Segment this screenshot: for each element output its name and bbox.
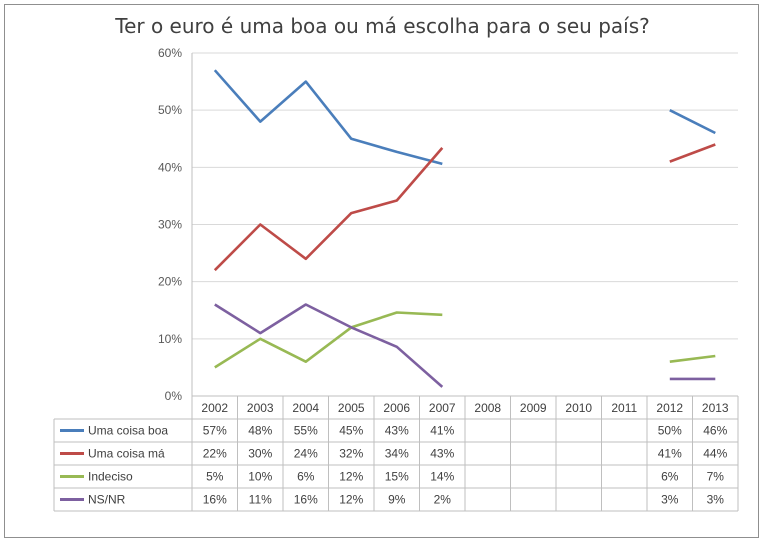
series-line — [213, 69, 443, 166]
data-label: 9% — [388, 493, 406, 507]
chart-title: Ter o euro é uma boa ou má escolha para … — [115, 14, 650, 38]
x-tick-label: 2012 — [656, 401, 683, 415]
y-tick-label: 60% — [158, 46, 182, 60]
series-line — [669, 354, 716, 363]
data-label: 6% — [661, 470, 679, 484]
x-tick-label: 2006 — [383, 401, 410, 415]
data-label: 3% — [707, 493, 725, 507]
data-label: 55% — [294, 424, 318, 438]
series-line — [214, 311, 443, 369]
chart-frame — [4, 4, 759, 538]
x-tick-label: 2009 — [520, 401, 547, 415]
x-tick-label: 2005 — [338, 401, 365, 415]
data-label: 34% — [385, 447, 409, 461]
data-label: 12% — [339, 493, 363, 507]
y-tick-label: 0% — [165, 389, 183, 403]
y-tick-label: 20% — [158, 275, 182, 289]
data-label: 46% — [703, 424, 727, 438]
data-label: 7% — [707, 470, 725, 484]
x-tick-label: 2004 — [292, 401, 319, 415]
data-label: 43% — [385, 424, 409, 438]
data-label: 43% — [430, 447, 454, 461]
data-label: 30% — [248, 447, 272, 461]
x-tick-label: 2008 — [474, 401, 501, 415]
data-label: 57% — [203, 424, 227, 438]
data-label: 10% — [248, 470, 272, 484]
series-line — [669, 109, 716, 135]
series-line — [214, 303, 444, 388]
data-label: 16% — [203, 493, 227, 507]
data-label: 32% — [339, 447, 363, 461]
legend-label: Indeciso — [88, 470, 133, 484]
data-label: 14% — [430, 470, 454, 484]
x-tick-label: 2002 — [201, 401, 228, 415]
legend-label: NS/NR — [88, 493, 126, 507]
y-tick-label: 10% — [158, 332, 182, 346]
data-label: 5% — [206, 470, 224, 484]
data-label: 50% — [658, 424, 682, 438]
data-label: 44% — [703, 447, 727, 461]
data-label: 2% — [434, 493, 452, 507]
x-tick-label: 2010 — [565, 401, 592, 415]
data-label: 41% — [430, 424, 454, 438]
y-tick-label: 50% — [158, 103, 182, 117]
legend-label: Uma coisa boa — [88, 424, 168, 438]
legend-label: Uma coisa má — [88, 447, 165, 461]
x-tick-label: 2007 — [429, 401, 456, 415]
y-tick-label: 30% — [158, 218, 182, 232]
data-label: 48% — [248, 424, 272, 438]
data-label: 15% — [385, 470, 409, 484]
data-label: 11% — [249, 493, 272, 507]
x-tick-label: 2013 — [702, 401, 729, 415]
x-tick-label: 2011 — [611, 401, 637, 415]
data-label: 3% — [661, 493, 679, 507]
data-label: 22% — [203, 447, 227, 461]
y-tick-label: 40% — [158, 160, 182, 174]
data-label: 41% — [658, 447, 682, 461]
data-label: 16% — [294, 493, 318, 507]
data-label: 45% — [339, 424, 363, 438]
data-label: 24% — [294, 447, 318, 461]
data-label: 6% — [297, 470, 315, 484]
data-label: 12% — [339, 470, 363, 484]
x-tick-label: 2003 — [247, 401, 274, 415]
series-line — [669, 143, 716, 163]
series-line — [213, 147, 444, 272]
